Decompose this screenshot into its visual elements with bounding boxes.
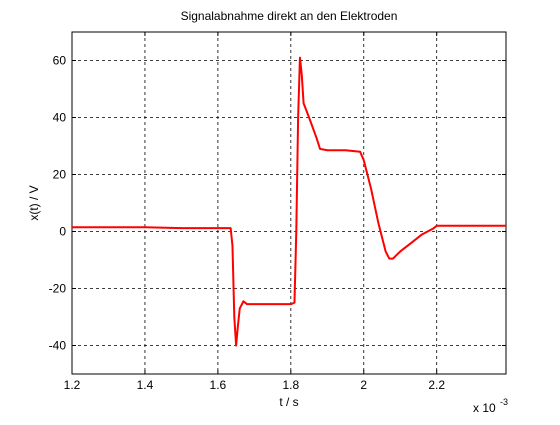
x-multiplier: x 10 xyxy=(473,401,496,415)
x-tick-label: 1.8 xyxy=(282,378,299,392)
x-axis-label: t / s xyxy=(279,395,298,409)
x-tick-label: 2 xyxy=(360,378,367,392)
y-tick-label: 20 xyxy=(53,168,67,182)
y-axis-label: x(t) / V xyxy=(27,185,41,220)
x-tick-label: 2.2 xyxy=(428,378,445,392)
x-multiplier-exponent: -3 xyxy=(500,397,508,407)
plot-frame xyxy=(71,31,507,375)
x-tick-label: 1.4 xyxy=(137,378,154,392)
signal-line xyxy=(72,56,506,347)
x-tick-label: 1.6 xyxy=(210,378,227,392)
y-tick-label: 0 xyxy=(59,225,66,239)
y-tick-label: 40 xyxy=(53,111,67,125)
y-tick-label: -40 xyxy=(49,339,67,353)
x-tick-label: 1.2 xyxy=(64,378,81,392)
y-tick-label: -20 xyxy=(49,282,67,296)
y-tick-label: 60 xyxy=(53,54,67,68)
chart-title: Signalabnahme direkt an den Elektroden xyxy=(181,9,398,23)
